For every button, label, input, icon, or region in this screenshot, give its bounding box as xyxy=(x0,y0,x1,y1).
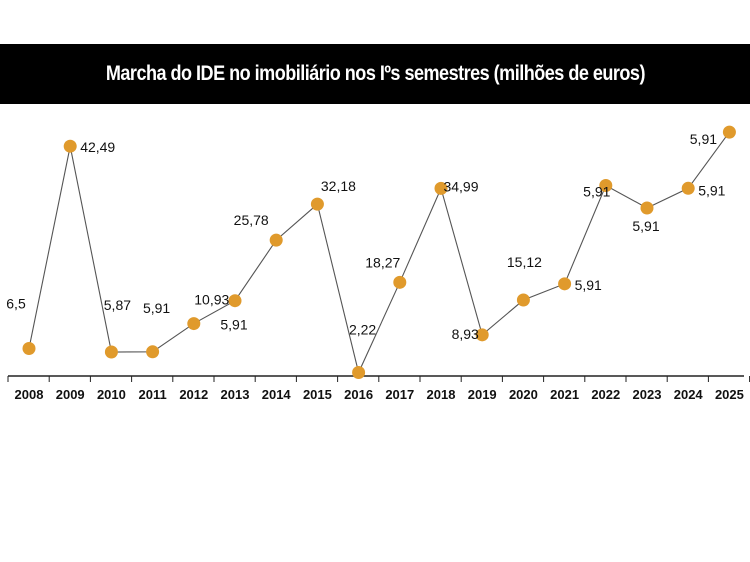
data-label: 34,99 xyxy=(443,178,478,194)
x-tick-label: 2008 xyxy=(15,387,44,402)
x-tick-label: 2023 xyxy=(633,387,662,402)
x-tick-label: 2025 xyxy=(715,387,744,402)
data-point xyxy=(475,328,489,342)
data-point xyxy=(516,293,530,307)
data-point xyxy=(640,201,654,215)
data-label: 6,5 xyxy=(6,295,26,311)
x-tick-label: 2017 xyxy=(385,387,414,402)
data-label: 5,91 xyxy=(632,218,659,234)
x-tick-label: 2016 xyxy=(344,387,373,402)
data-label: 5,91 xyxy=(143,300,170,316)
chart-title: Marcha do IDE no imobiliário nos Iºs sem… xyxy=(105,62,645,85)
data-point xyxy=(558,277,572,291)
data-point xyxy=(146,345,160,359)
x-tick-label: 2024 xyxy=(674,387,704,402)
x-tick-label: 2019 xyxy=(468,387,497,402)
x-tick-label: 2009 xyxy=(56,387,85,402)
x-tick-label: 2021 xyxy=(550,387,579,402)
x-tick-label: 2011 xyxy=(138,387,166,402)
data-label: 8,93 xyxy=(452,326,479,342)
data-label: 42,49 xyxy=(80,139,115,155)
data-point xyxy=(269,233,283,247)
data-point xyxy=(187,317,201,331)
x-tick-label: 2013 xyxy=(221,387,250,402)
x-tick-label: 2018 xyxy=(427,387,456,402)
data-point xyxy=(722,125,736,139)
data-label: 2,22 xyxy=(349,322,376,338)
data-point xyxy=(104,345,118,359)
data-label: 5,91 xyxy=(575,277,602,293)
data-point xyxy=(352,366,366,380)
data-label: 5,91 xyxy=(690,131,717,147)
data-point xyxy=(310,197,324,211)
data-label: 25,78 xyxy=(234,212,269,228)
x-tick-label: 2014 xyxy=(262,387,292,402)
data-point xyxy=(63,139,77,153)
data-label: 18,27 xyxy=(365,254,400,270)
chart-title-bar: Marcha do IDE no imobiliário nos Iºs sem… xyxy=(0,44,750,104)
data-label: 5,91 xyxy=(698,182,725,198)
data-label: 10,93 xyxy=(194,292,229,308)
x-tick-label: 2012 xyxy=(179,387,208,402)
x-tick-label: 2020 xyxy=(509,387,538,402)
data-label: 32,18 xyxy=(321,178,356,194)
x-tick-label: 2010 xyxy=(97,387,126,402)
series-line xyxy=(28,131,730,375)
data-label: 5,87 xyxy=(104,297,131,313)
data-point xyxy=(228,294,242,308)
data-label: 5,91 xyxy=(583,183,610,199)
data-point xyxy=(681,181,695,195)
data-point xyxy=(22,341,36,355)
data-point xyxy=(599,178,613,192)
data-label: 5,91 xyxy=(220,317,247,333)
data-label: 15,12 xyxy=(507,254,542,270)
x-tick-label: 2015 xyxy=(303,387,332,402)
data-point xyxy=(393,275,407,289)
data-point xyxy=(434,181,448,195)
x-tick-label: 2022 xyxy=(591,387,620,402)
